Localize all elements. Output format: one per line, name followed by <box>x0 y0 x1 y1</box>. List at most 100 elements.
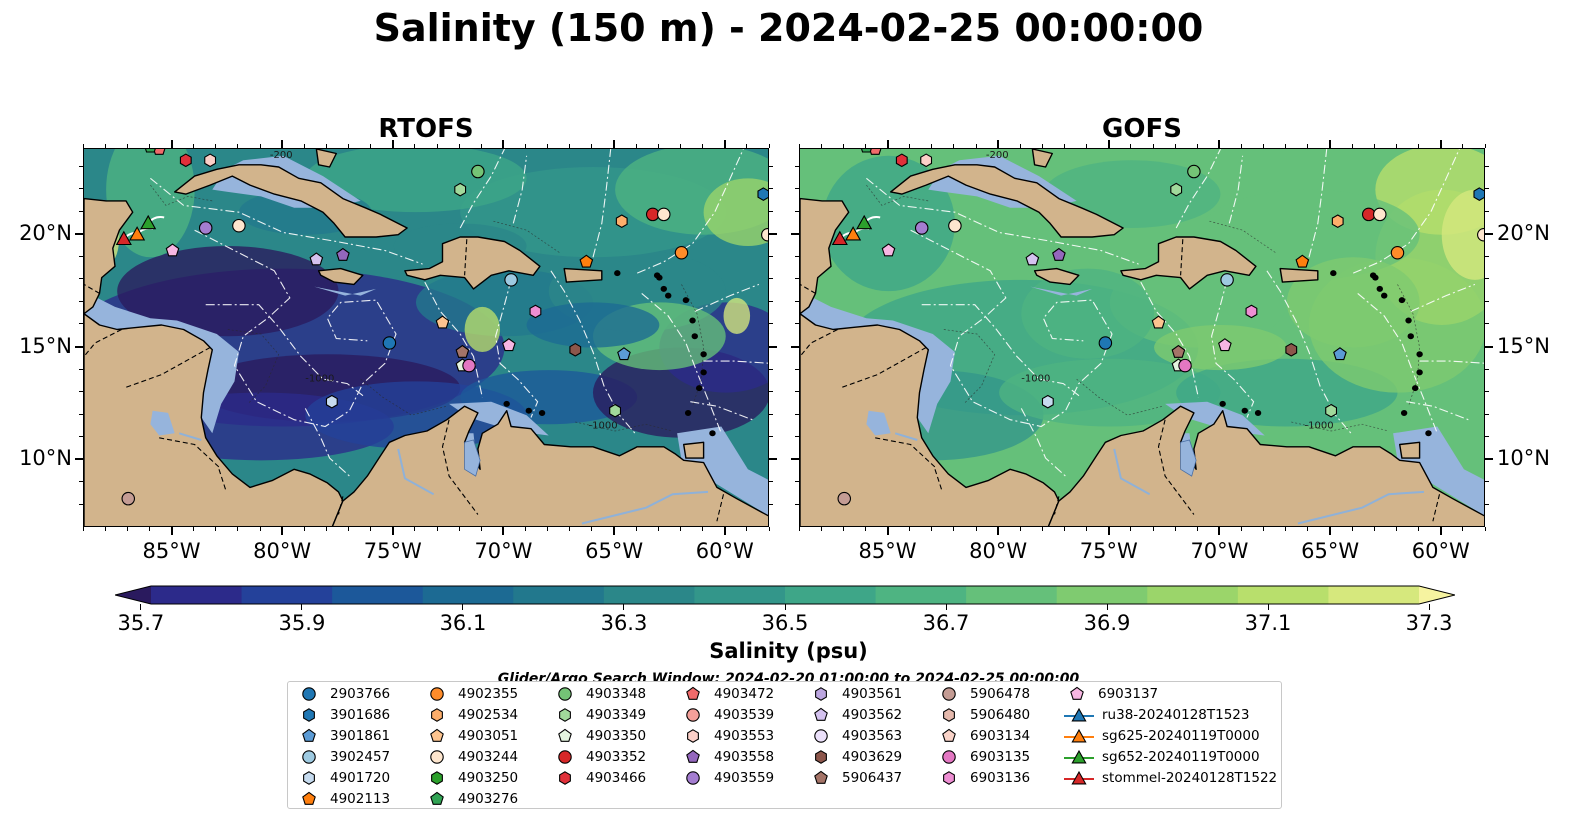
lat-tick <box>769 345 777 348</box>
colorbar-tick <box>462 604 464 610</box>
legend-item-label: 3902457 <box>330 748 391 765</box>
panel-rtofs-svg: -1000 -1000 -200 <box>84 149 768 526</box>
lon-minor-tick <box>1196 527 1198 531</box>
legend: 2903766 3901686 3901861 3902457 4901720 49021… <box>287 681 1282 809</box>
legend-item-label: 5906437 <box>842 769 903 786</box>
lon-minor-tick <box>370 527 372 531</box>
argo-float-marker <box>579 254 594 268</box>
rtofs-map[interactable]: -1000 -1000 -200 <box>83 148 769 527</box>
colorbar-tick-label: 35.7 <box>117 611 165 635</box>
land-trinidad <box>683 441 705 459</box>
legend-item: 3901861 <box>296 726 390 745</box>
lon-minor-tick <box>104 144 106 148</box>
lon-minor-tick <box>1263 144 1265 148</box>
lat-minor-tick <box>1485 481 1489 483</box>
lon-tick <box>997 140 1000 148</box>
legend-item: 4903244 <box>424 747 518 766</box>
svg-text:-1000: -1000 <box>1305 421 1334 432</box>
argo-float-marker <box>455 344 470 358</box>
float-symbol-icon <box>431 707 443 722</box>
lon-minor-tick <box>414 144 416 148</box>
float-symbol-icon <box>686 707 700 722</box>
land-masses <box>84 149 768 526</box>
legend-item-label: 6903136 <box>970 769 1031 786</box>
argo-float-marker <box>462 358 476 373</box>
legend-item: 4903276 <box>424 789 518 808</box>
argo-float-marker <box>179 153 192 168</box>
land-puerto-rico <box>1279 267 1319 283</box>
argo-float-marker <box>617 347 631 361</box>
lon-minor-tick <box>864 144 866 148</box>
lon-minor-tick <box>193 144 195 148</box>
lon-minor-tick <box>1041 527 1043 531</box>
legend-item: 4903250 <box>424 768 518 787</box>
argo-float-marker <box>569 342 582 357</box>
lon-minor-tick <box>547 527 549 531</box>
lon-tick <box>1439 140 1442 148</box>
legend-item-label: 4902534 <box>458 706 519 723</box>
land-central-america <box>84 312 344 526</box>
argo-float-marker <box>325 394 338 409</box>
lon-minor-tick <box>525 144 527 148</box>
lat-minor-tick <box>1485 436 1489 438</box>
lat-minor-tick <box>769 413 773 415</box>
lat-minor-tick <box>795 188 799 190</box>
lon-tick <box>281 527 284 535</box>
legend-item: 3901686 <box>296 705 390 724</box>
argo-float-marker <box>454 182 467 197</box>
lon-tick <box>1218 527 1221 535</box>
legend-item-label: 4903466 <box>586 769 647 786</box>
legend-item-label: 4901720 <box>330 769 391 786</box>
legend-item: 4903349 <box>552 705 646 724</box>
lon-minor-tick <box>480 144 482 148</box>
lon-minor-tick <box>657 527 659 531</box>
argo-float-marker <box>1178 358 1192 373</box>
lon-minor-tick <box>1019 527 1021 531</box>
land-yucatan <box>800 197 850 315</box>
lat-tick <box>791 458 799 461</box>
lon-minor-tick <box>864 527 866 531</box>
legend-item-label: 4903349 <box>586 706 647 723</box>
lon-minor-tick <box>1064 527 1066 531</box>
lon-minor-tick <box>657 144 659 148</box>
argo-float-marker <box>1220 273 1234 287</box>
legend-item-label: 4903051 <box>458 727 519 744</box>
lon-minor-tick <box>82 527 84 531</box>
lon-tick <box>502 527 505 535</box>
argo-float-marker <box>861 149 872 153</box>
legend-item-label: 4903563 <box>842 727 903 744</box>
lon-minor-tick <box>259 527 261 531</box>
colorbar-tick-label: 36.5 <box>761 611 809 635</box>
lon-minor-tick <box>126 527 128 531</box>
argo-float-marker <box>1170 182 1183 197</box>
lat-minor-tick <box>79 391 83 393</box>
lon-minor-tick <box>842 527 844 531</box>
argo-float-marker <box>609 403 622 418</box>
legend-item-label: 4903562 <box>842 706 903 723</box>
lon-tick <box>391 527 394 535</box>
argo-float-marker <box>615 214 628 229</box>
legend-item: 4903348 <box>552 684 646 703</box>
lon-minor-tick <box>458 144 460 148</box>
land-jamaica <box>1033 267 1080 286</box>
lon-minor-tick <box>1395 527 1397 531</box>
argo-float-marker <box>1052 247 1066 261</box>
argo-float-marker <box>309 252 324 266</box>
legend-item-label: 5906478 <box>970 685 1031 702</box>
legend-item: 4903629 <box>808 747 902 766</box>
legend-item-label: ru38-20240128T1523 <box>1102 706 1250 723</box>
lat-minor-tick <box>795 323 799 325</box>
land-south-america <box>331 405 768 526</box>
lat-minor-tick <box>79 278 83 280</box>
lon-minor-tick <box>525 527 527 531</box>
float-symbol-icon <box>302 791 316 805</box>
lon-tick <box>886 527 889 535</box>
legend-item-label: 4903350 <box>586 727 647 744</box>
float-symbol-icon <box>430 728 444 742</box>
lon-minor-tick <box>635 144 637 148</box>
salinity-colorbar <box>115 585 1455 605</box>
legend-item-label: 4902355 <box>458 685 519 702</box>
panel-title-rtofs: RTOFS <box>378 114 474 144</box>
lon-minor-tick <box>1174 527 1176 531</box>
gofs-map[interactable]: -1000 -1000 -200 <box>799 148 1485 527</box>
